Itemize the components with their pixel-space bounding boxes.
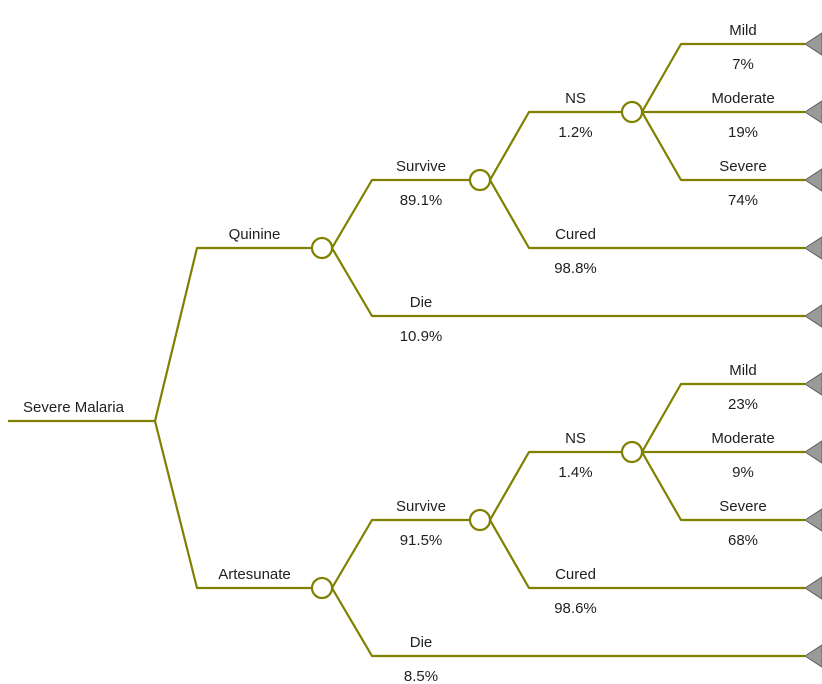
- label-root-artesunate-survive-ns-severe: Severe: [719, 498, 767, 515]
- label-root-artesunate-survive: Survive: [396, 498, 446, 515]
- tree-edges: [8, 42, 805, 658]
- branch-root-quinine: [153, 246, 312, 422]
- branch-root-quinine-survive: [331, 178, 470, 249]
- label-root-quinine-survive-cured: Cured: [555, 226, 596, 243]
- label-root-artesunate-survive-ns: NS: [565, 430, 586, 447]
- branch-root-artesunate-survive-ns: [489, 450, 622, 521]
- label-root-artesunate-survive-ns-moderate: Moderate: [711, 430, 774, 447]
- branch-root-artesunate-survive-ns-severe: [641, 451, 805, 522]
- terminal-node-root-artesunate-die: [804, 644, 822, 668]
- chance-node-root-quinine-survive-ns: [620, 100, 644, 124]
- prob-root-quinine-survive-ns-moderate: 19%: [728, 124, 758, 141]
- prob-root-quinine-die: 10.9%: [400, 328, 443, 345]
- branch-root-artesunate-survive-ns-mild: [641, 382, 805, 453]
- prob-root-artesunate-survive-ns-moderate: 9%: [732, 464, 754, 481]
- tree-nodes: [310, 32, 822, 668]
- label-root-artesunate-survive-ns-mild: Mild: [729, 362, 757, 379]
- branch-root-quinine-survive-ns-mild: [641, 42, 805, 113]
- label-root-quinine-survive-ns: NS: [565, 90, 586, 107]
- prob-root-artesunate-survive-ns-mild: 23%: [728, 396, 758, 413]
- terminal-node-root-quinine-survive-cured: [804, 236, 822, 260]
- prob-root-artesunate-survive-cured: 98.6%: [554, 600, 597, 617]
- terminal-node-root-artesunate-survive-ns-severe: [804, 508, 822, 532]
- terminal-node-root-artesunate-survive-ns-mild: [804, 372, 822, 396]
- prob-root-artesunate-survive-ns: 1.4%: [558, 464, 592, 481]
- label-root-quinine-survive-ns-moderate: Moderate: [711, 90, 774, 107]
- label-root-quinine-die: Die: [410, 294, 433, 311]
- branch-root-artesunate-die: [331, 587, 470, 658]
- branch-root-quinine-survive-ns-severe: [641, 111, 805, 182]
- terminal-node-root-quinine-survive-ns-severe: [804, 168, 822, 192]
- branch-root-quinine-survive-ns: [489, 110, 622, 181]
- branch-root-artesunate-survive: [331, 518, 470, 589]
- prob-root-quinine-survive-ns-severe: 74%: [728, 192, 758, 209]
- label-root-quinine-survive-ns-severe: Severe: [719, 158, 767, 175]
- chance-node-root-artesunate-survive-ns: [620, 440, 644, 464]
- prob-root-artesunate-survive: 91.5%: [400, 532, 443, 549]
- chance-node-root-quinine-survive: [468, 168, 492, 192]
- root-label: Severe Malaria: [23, 399, 125, 416]
- branch-root-artesunate: [153, 420, 312, 590]
- branch-root-quinine-survive-cured: [489, 179, 622, 250]
- label-root-quinine: Quinine: [229, 226, 281, 243]
- label-root-quinine-survive-ns-mild: Mild: [729, 22, 757, 39]
- terminal-node-root-quinine-survive-ns-moderate: [804, 100, 822, 124]
- label-root-quinine-survive: Survive: [396, 158, 446, 175]
- chance-node-root-quinine: [310, 236, 334, 260]
- prob-root-artesunate-survive-ns-severe: 68%: [728, 532, 758, 549]
- prob-root-quinine-survive-cured: 98.8%: [554, 260, 597, 277]
- prob-root-quinine-survive-ns-mild: 7%: [732, 56, 754, 73]
- terminal-node-root-quinine-survive-ns-mild: [804, 32, 822, 56]
- prob-root-quinine-survive: 89.1%: [400, 192, 443, 209]
- label-root-artesunate-die: Die: [410, 634, 433, 651]
- prob-root-quinine-survive-ns: 1.2%: [558, 124, 592, 141]
- prob-root-artesunate-die: 8.5%: [404, 668, 438, 684]
- chance-node-root-artesunate: [310, 576, 334, 600]
- terminal-node-root-quinine-die: [804, 304, 822, 328]
- terminal-node-root-artesunate-survive-ns-moderate: [804, 440, 822, 464]
- chance-node-root-artesunate-survive: [468, 508, 492, 532]
- tree-labels: Severe Malaria Quinine Survive 89.1% NS 1.2% M…: [23, 22, 775, 684]
- label-root-artesunate-survive-cured: Cured: [555, 566, 596, 583]
- branch-root-quinine-die: [331, 247, 470, 318]
- label-root-artesunate: Artesunate: [218, 566, 291, 583]
- branch-root-artesunate-survive-cured: [489, 519, 622, 590]
- terminal-node-root-artesunate-survive-cured: [804, 576, 822, 600]
